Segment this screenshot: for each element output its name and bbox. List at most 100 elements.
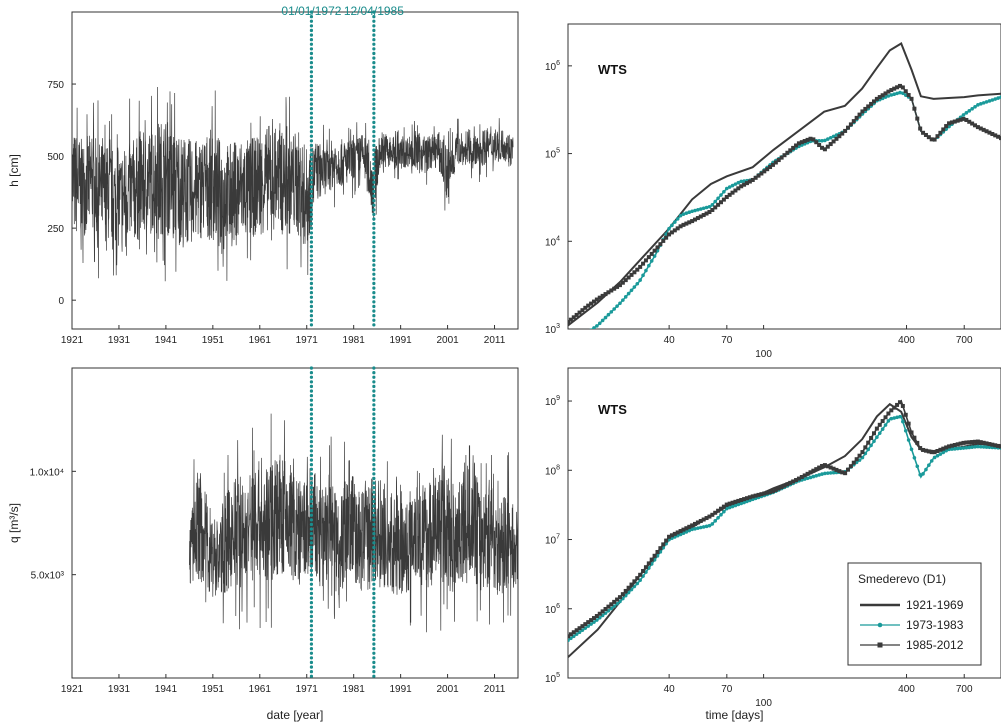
- y-tick-label: 106: [545, 60, 560, 73]
- wts-series-marker: [840, 470, 845, 475]
- wts-series-marker: [817, 143, 822, 148]
- wts-series-marker: [808, 470, 813, 475]
- plot-area: [568, 42, 1001, 329]
- wts-series-marker: [848, 464, 853, 469]
- wts-series-marker: [883, 91, 888, 96]
- wts-series-marker: [779, 155, 784, 160]
- wts-series-marker: [603, 315, 608, 320]
- wts-series-marker: [586, 303, 591, 308]
- wts-series-marker: [693, 217, 698, 222]
- y-axis-label: h [cm]: [7, 154, 21, 187]
- y-tick-label: 1.0x10⁴: [30, 467, 64, 478]
- wts-series-marker: [687, 220, 692, 225]
- wts-series-marker: [822, 463, 827, 468]
- wts-series-marker: [834, 467, 839, 472]
- wts-series-marker: [678, 224, 683, 229]
- wts-series-marker: [600, 609, 605, 614]
- wts-series-marker: [733, 182, 738, 186]
- y-tick-exponent: 7: [556, 534, 560, 541]
- wts-series-marker: [970, 121, 975, 126]
- y-axis-label: q [m³/s]: [7, 503, 21, 543]
- wts-series-marker: [635, 267, 640, 272]
- wts-series-marker: [874, 96, 879, 101]
- wts-series-marker: [721, 197, 726, 202]
- wts-series-marker: [967, 440, 972, 445]
- wts-series-marker: [958, 117, 963, 122]
- plot-area: [72, 86, 514, 282]
- wts-series-marker: [924, 467, 928, 472]
- wts-series-marker: [987, 130, 992, 135]
- wts-series-marker: [961, 446, 966, 450]
- wts-series-marker: [880, 427, 885, 431]
- wts-series-marker: [591, 616, 596, 621]
- x-tick-label: 1951: [202, 335, 225, 346]
- wts-series-marker: [892, 405, 897, 410]
- date-marker-label: 12/04/1985: [344, 4, 404, 18]
- wts-series-marker: [996, 96, 1000, 100]
- panel-q-timeseries: 1921 1931 1941 1951 1961 1971 1981 1991 2001 2011…: [7, 366, 519, 722]
- wts-series-marker: [701, 517, 706, 522]
- wts-series-marker: [675, 226, 680, 231]
- plot-frame: [567, 367, 1001, 679]
- wts-series-marker: [768, 165, 773, 170]
- wts-series-line: [591, 91, 1001, 329]
- wts-series-marker: [580, 624, 585, 629]
- wts-series-marker: [915, 464, 920, 469]
- wts-series-marker: [984, 445, 989, 449]
- wts-series-marker: [831, 139, 836, 144]
- wts-series-marker: [617, 595, 622, 600]
- wts-series-marker: [973, 123, 978, 128]
- wts-series-marker: [796, 141, 801, 146]
- wts-series-marker: [883, 423, 888, 427]
- x-tick-label: 2001: [436, 335, 459, 346]
- wts-series-marker: [750, 177, 755, 182]
- wts-series-marker: [701, 525, 706, 529]
- wts-series-marker: [765, 490, 770, 495]
- wts-series-marker: [929, 450, 934, 455]
- wts-series-marker: [923, 132, 928, 137]
- wts-series-marker: [597, 295, 602, 300]
- y-tick-label: 107: [545, 534, 560, 547]
- wts-series-marker: [606, 312, 611, 317]
- wts-series-marker: [975, 125, 980, 130]
- wts-series-marker: [932, 450, 937, 455]
- wts-series-marker: [655, 549, 660, 554]
- wts-series-marker: [716, 202, 721, 207]
- x-tick-label: 1921: [61, 335, 84, 346]
- wts-series-marker: [597, 321, 602, 326]
- wts-series-marker: [724, 195, 729, 200]
- wts-series-marker: [701, 213, 706, 218]
- wts-series-marker: [609, 288, 614, 293]
- wts-series-marker: [791, 145, 796, 150]
- wts-series-marker: [921, 472, 925, 476]
- wts-series-marker: [874, 426, 879, 431]
- wts-series-marker: [973, 445, 977, 449]
- wts-series-marker: [825, 464, 830, 469]
- wts-series-marker: [615, 284, 620, 289]
- wts-series-marker: [673, 220, 677, 224]
- wts-series-marker: [698, 207, 703, 211]
- wts-series-marker: [958, 446, 963, 451]
- wts-series-marker: [606, 290, 611, 295]
- wts-series-marker: [747, 179, 752, 184]
- wts-series-marker: [826, 137, 830, 141]
- wts-series-marker: [857, 453, 862, 458]
- wts-series-marker: [785, 482, 790, 487]
- wts-series-marker: [857, 112, 862, 117]
- wts-series-marker: [973, 439, 978, 444]
- wts-series-marker: [658, 546, 663, 551]
- wts-series-marker: [765, 167, 770, 172]
- wts-series-marker: [646, 255, 651, 260]
- y-tick-exponent: 4: [556, 235, 560, 242]
- wts-series-marker: [568, 320, 570, 325]
- wts-series-marker: [641, 261, 646, 266]
- wts-series-marker: [953, 447, 957, 451]
- x-tick-label: 1941: [155, 335, 178, 346]
- wts-series-marker: [863, 106, 868, 111]
- wts-series-marker: [999, 444, 1001, 449]
- wts-series-marker: [626, 275, 631, 280]
- wts-series-marker: [658, 242, 663, 247]
- wts-series-marker: [984, 129, 989, 134]
- wts-series-marker: [710, 522, 715, 526]
- wts-series-marker: [889, 93, 894, 97]
